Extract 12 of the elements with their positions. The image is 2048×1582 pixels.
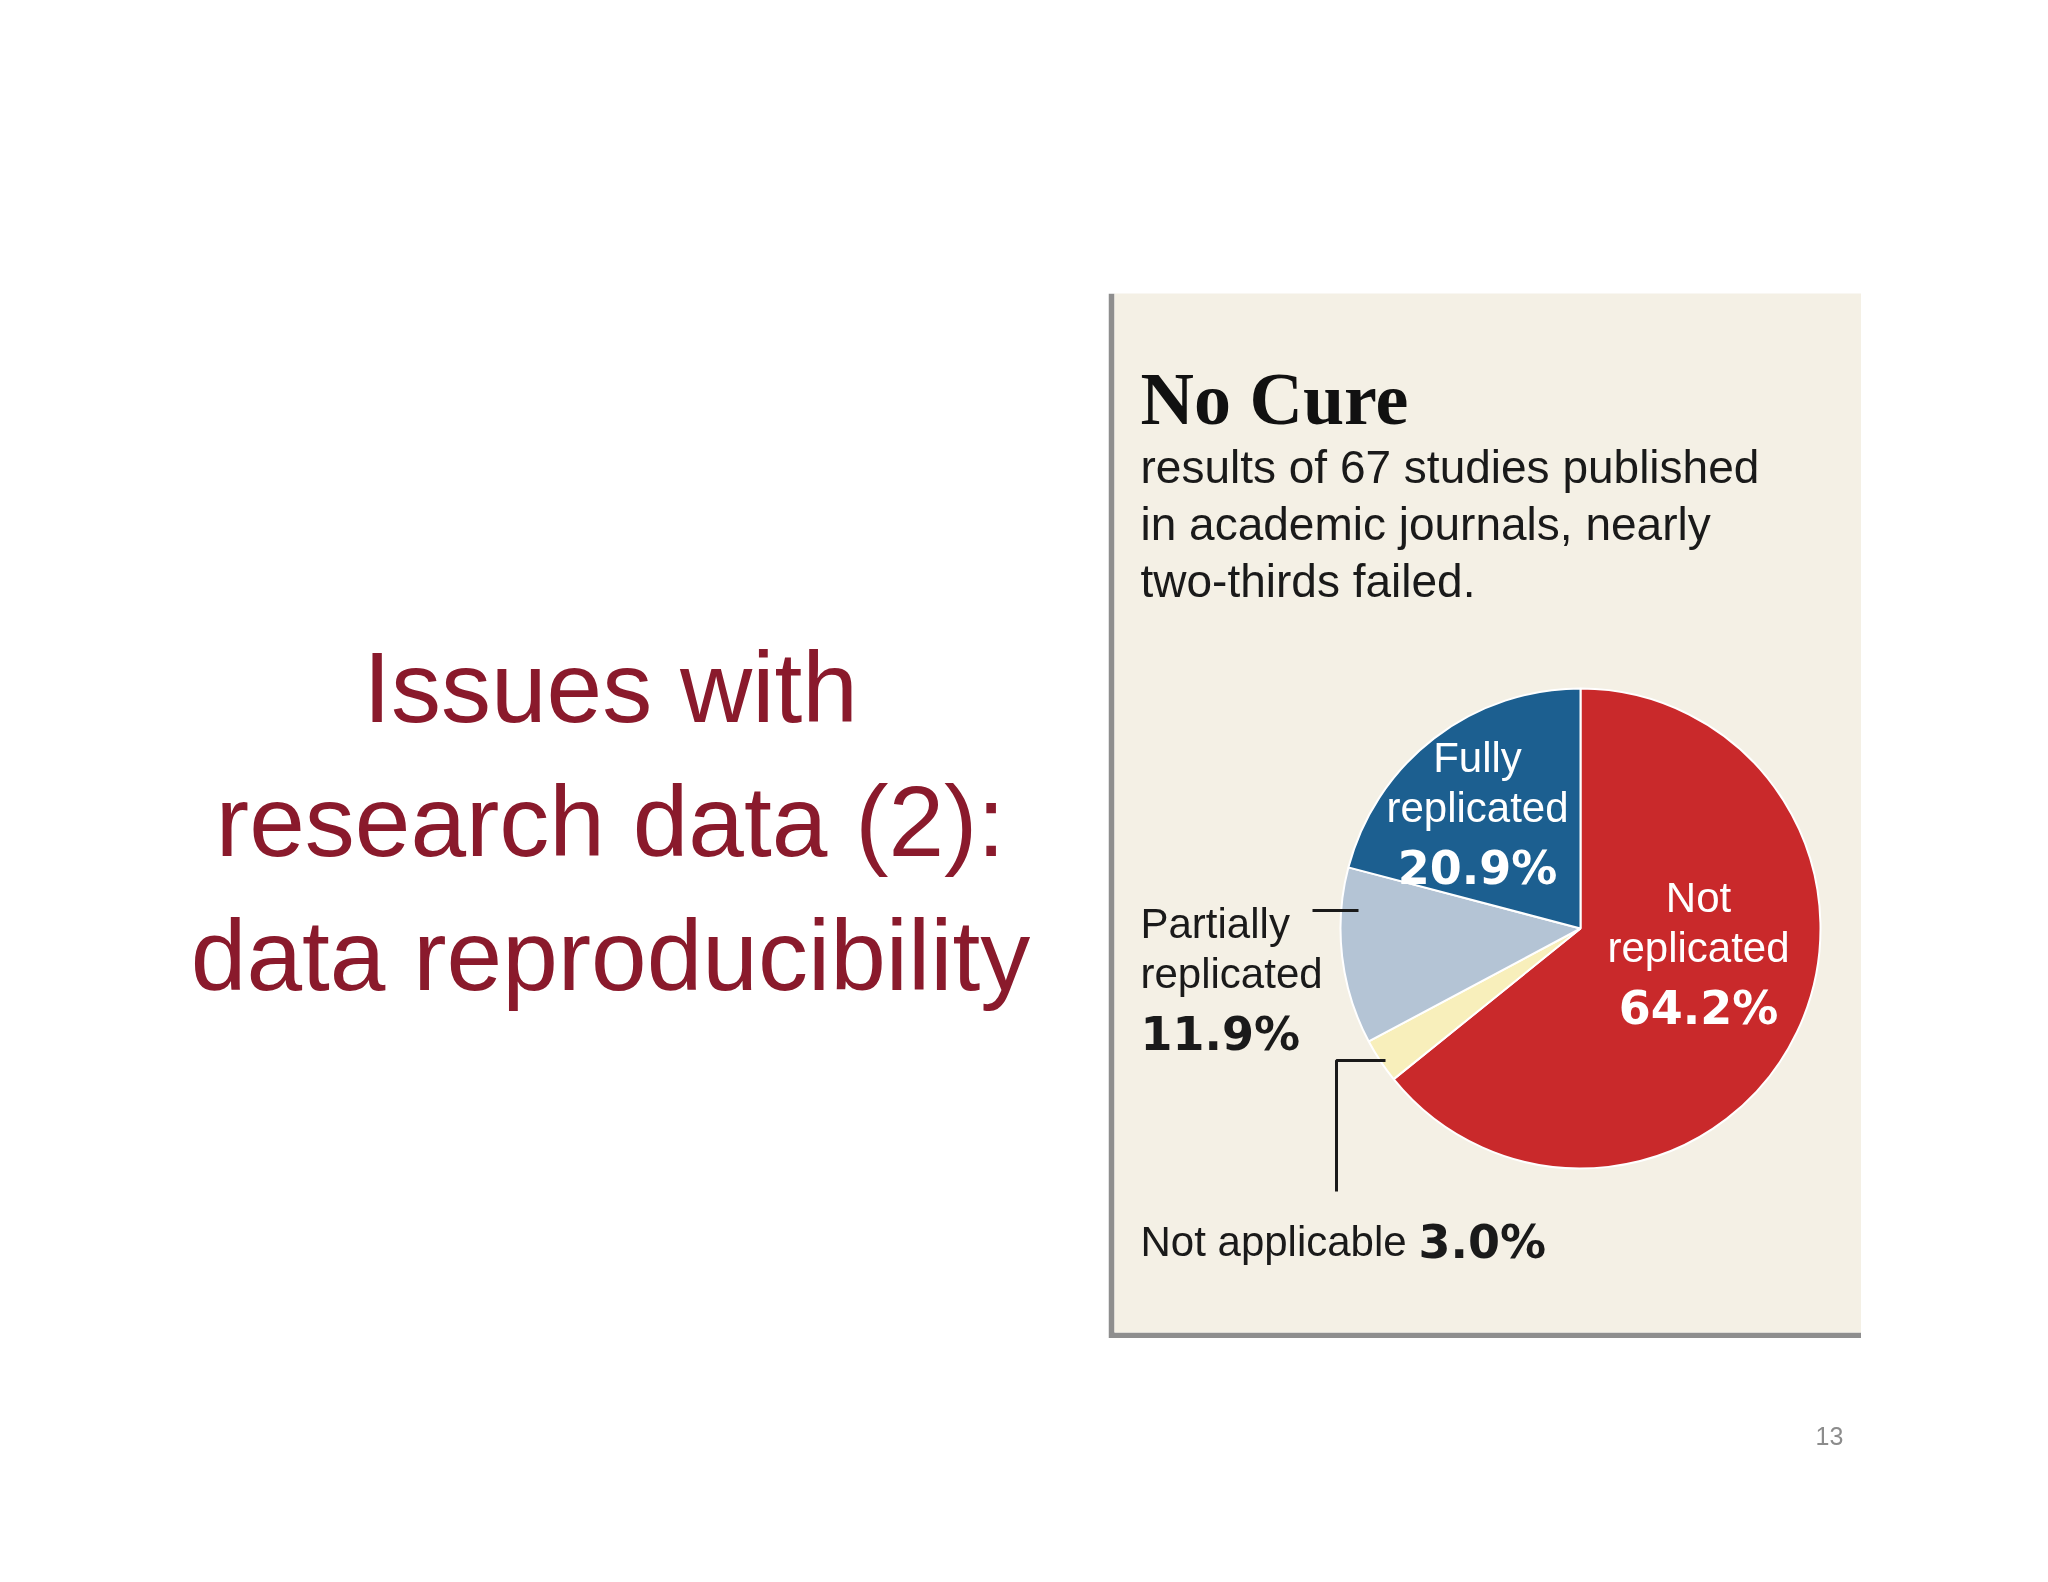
text: 13 bbox=[1815, 1421, 1844, 1450]
slice-label: Fully replicated bbox=[1386, 734, 1569, 831]
slice-label: Partially replicated bbox=[1140, 900, 1323, 997]
data-label: 3.0% bbox=[1418, 1214, 1547, 1269]
text: Issues with research data (2): data reproducibility bbox=[190, 630, 1031, 1011]
data-label: 64.2% bbox=[1618, 980, 1779, 1035]
data-label: 20.9% bbox=[1397, 840, 1558, 895]
data-label: 11.9% bbox=[1140, 1006, 1301, 1061]
slice-label: Not applicable bbox=[1140, 1218, 1407, 1265]
slice-label: Not replicated bbox=[1607, 874, 1790, 971]
chart-subtitle: results of 67 studies published in academic journals, nearly two-thirds failed. bbox=[1140, 440, 1760, 607]
chart-title: No Cure bbox=[1140, 357, 1409, 440]
